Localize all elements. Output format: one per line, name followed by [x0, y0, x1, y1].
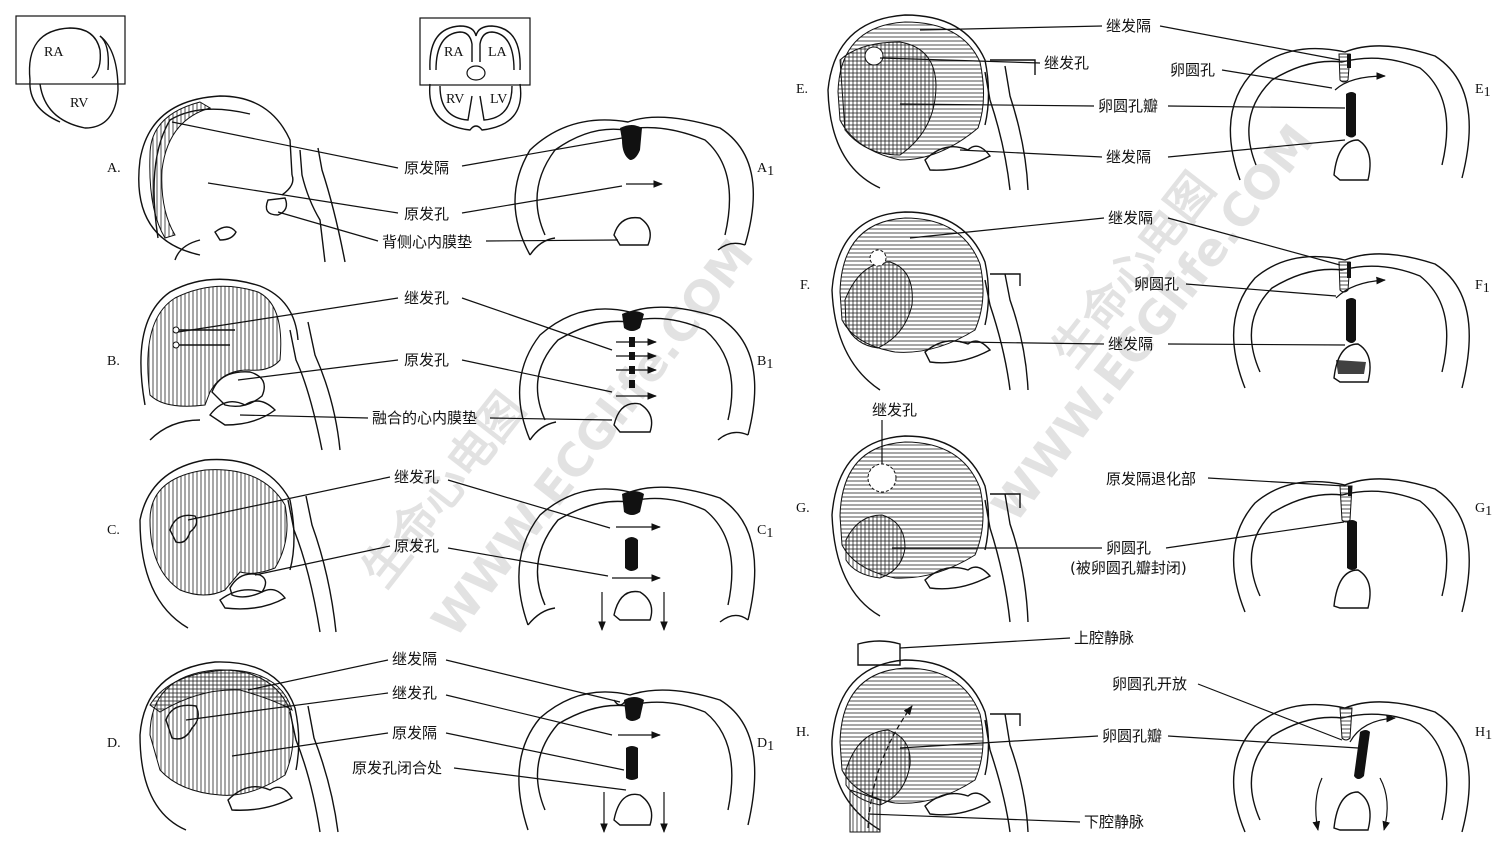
label-foramen-secundum-g: 继发孔	[872, 401, 917, 419]
panel-a1-heart-wall	[514, 116, 755, 256]
panel-d-label: D.	[107, 736, 121, 751]
inset-rv-label: RV	[70, 96, 88, 111]
inset-ra-label: RA	[44, 45, 64, 60]
panel-a1-cushion	[613, 216, 651, 246]
label-ivc-h: 下腔静脉	[1084, 813, 1144, 831]
panel-h-svc	[857, 640, 901, 666]
label-foramen-primum-b: 原发孔	[404, 351, 449, 369]
panel-a1-septum-primum	[620, 125, 642, 160]
panel-a: A. A1 原发隔 原发孔 背侧心内膜垫	[107, 95, 774, 263]
label-foramen-secundum-e: 继发孔	[1044, 54, 1089, 72]
panel-f1-heart-wall	[1232, 253, 1470, 389]
label-foramen-secundum-b: 继发孔	[404, 289, 449, 307]
label-foramen-secundum-d: 继发孔	[392, 684, 437, 702]
panel-c: C. C1 继发孔 原发孔	[107, 458, 773, 633]
panel-a-label: A.	[107, 161, 121, 176]
panel-d-septum-secundum	[149, 669, 293, 713]
panel-c1-label: C1	[757, 523, 773, 541]
panel-b-label: B.	[107, 354, 120, 369]
panel-e-valve	[839, 41, 937, 156]
inset-rv-label: RV	[446, 92, 464, 107]
label-fused-cushion-b: 融合的心内膜垫	[372, 409, 477, 427]
panel-a-dorsal-cushion	[265, 197, 288, 216]
inset-heart-wall	[28, 27, 102, 81]
panel-g1-label: G1	[1475, 501, 1492, 519]
label-septum-secundum-e-bottom: 继发隔	[1106, 148, 1151, 166]
panel-f: F. F1 继发隔 卵圆孔 继发隔	[800, 209, 1490, 391]
panel-a1-label: A1	[757, 161, 774, 179]
inset-la-label: LA	[488, 45, 508, 60]
panel-f1-label: F1	[1475, 278, 1490, 296]
panel-h1-label: H1	[1475, 725, 1492, 743]
label-foramen-open-h: 卵圆孔开放	[1112, 675, 1187, 693]
label-septum-secundum-f-top: 继发隔	[1108, 209, 1153, 227]
panel-b: B. B1 继发孔 原发孔 融合的心内膜垫	[107, 278, 773, 451]
label-septum-primum-a: 原发隔	[404, 159, 449, 177]
panel-d-atrium-wall	[139, 661, 300, 831]
panel-b-septum-primum	[147, 285, 282, 407]
panel-e-atrium-wall	[827, 14, 990, 189]
panel-g-atrium-wall	[831, 435, 990, 617]
label-septum-secundum-d: 继发隔	[392, 650, 437, 668]
panel-c-label: C.	[107, 523, 120, 538]
inset-frame	[15, 15, 126, 85]
panel-h-ivc	[849, 789, 881, 833]
inset-lv-label: LV	[490, 92, 507, 107]
label-foramen-primum-c: 原发孔	[394, 537, 439, 555]
panel-d1-label: D1	[757, 736, 774, 754]
label-foramen-secundum-c: 继发孔	[394, 468, 439, 486]
panel-h-atrium-wall	[831, 659, 990, 831]
panel-d-septum-primum	[149, 669, 294, 796]
label-valve-h: 卵圆孔瓣	[1102, 727, 1162, 745]
label-septum-primum-d: 原发隔	[392, 724, 437, 742]
label-foramen-primum-a: 原发孔	[404, 205, 449, 223]
inset-sagittal: RA RV	[15, 15, 126, 129]
inset-ra-label: RA	[444, 45, 464, 60]
panel-b1-cushion	[613, 402, 653, 433]
inset-four-chamber: RA LA RV LV	[419, 17, 531, 131]
panel-e: E. E1 继发隔 继发孔 卵圆孔 卵圆孔瓣 继发隔	[796, 14, 1491, 191]
panel-h: H. H1 上腔静脉 卵圆孔开放 卵圆孔瓣 下腔静脉	[796, 629, 1492, 833]
panel-h-label: H.	[796, 725, 810, 740]
panel-a-septum-primum	[149, 101, 212, 239]
panel-g1-heart-wall	[1232, 478, 1470, 613]
panel-b-atrium-wall	[140, 278, 299, 406]
panel-f-label: F.	[800, 278, 810, 293]
panel-e1-label: E1	[1475, 82, 1491, 100]
panel-e-label: E.	[796, 82, 808, 97]
panel-f-valve	[844, 261, 913, 349]
label-primum-closure-d: 原发孔闭合处	[352, 759, 442, 777]
panel-g-label: G.	[796, 501, 810, 516]
label-foramen-ovale-e: 卵圆孔	[1170, 61, 1215, 79]
panel-e1-heart-wall	[1229, 45, 1470, 181]
label-septum-secundum-f-bottom: 继发隔	[1108, 335, 1153, 353]
panel-b-fused-cushion	[208, 400, 277, 426]
panel-b1-label: B1	[757, 354, 773, 372]
panel-d: D. D1 继发隔 继发孔 原发隔 原发孔闭合处	[107, 650, 774, 833]
label-degenerated-primum-g: 原发隔退化部	[1106, 470, 1196, 488]
panel-g: G. G1 继发孔 原发隔退化部 卵圆孔 (被卵圆孔瓣封闭)	[796, 401, 1492, 623]
label-dorsal-cushion-a: 背侧心内膜垫	[382, 233, 472, 251]
inset-frame	[419, 17, 531, 86]
label-foramen-ovale-g: 卵圆孔	[1106, 539, 1151, 557]
label-valve-e: 卵圆孔瓣	[1098, 97, 1158, 115]
label-svc-h: 上腔静脉	[1074, 629, 1134, 647]
label-septum-secundum-e-top: 继发隔	[1106, 17, 1151, 35]
panel-c-septum-primum	[149, 469, 288, 596]
label-closed-by-valve-g: (被卵圆孔瓣封闭)	[1070, 559, 1187, 577]
panel-a-atrium-wall	[138, 95, 293, 256]
panel-f-atrium-wall	[831, 211, 990, 391]
panel-c-atrium-wall	[139, 458, 295, 629]
label-foramen-ovale-f: 卵圆孔	[1134, 275, 1179, 293]
